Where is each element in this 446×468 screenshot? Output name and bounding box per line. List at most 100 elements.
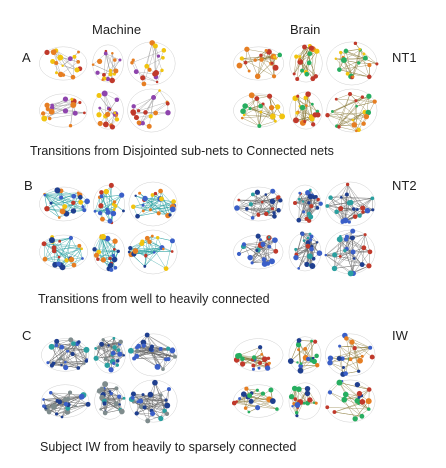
network-node <box>339 196 343 199</box>
network-node <box>77 50 80 54</box>
network-node <box>370 196 375 201</box>
network-node <box>269 113 276 120</box>
network-edge <box>242 117 260 127</box>
network-node <box>113 265 118 270</box>
network-node <box>112 336 116 340</box>
network-edge <box>43 243 71 259</box>
network-edge <box>103 394 120 397</box>
network-node <box>348 92 352 97</box>
network-edge <box>98 237 102 253</box>
network-node <box>309 263 316 269</box>
network-node <box>273 119 277 123</box>
network-node <box>248 202 254 207</box>
network-node <box>111 256 118 263</box>
network-node <box>119 192 125 198</box>
network-edge <box>306 202 310 219</box>
network-edge <box>290 340 312 362</box>
network-node <box>152 379 158 386</box>
network-edge <box>243 239 275 245</box>
network-node <box>116 249 120 254</box>
network-node <box>158 188 163 194</box>
network-node <box>308 45 314 51</box>
network-node <box>44 49 50 56</box>
network-node <box>71 200 76 205</box>
network-node <box>163 266 169 271</box>
network-node <box>105 207 109 212</box>
network-node <box>311 122 316 127</box>
network-edge <box>150 349 158 367</box>
network-edge <box>113 355 124 364</box>
network-node <box>351 207 356 211</box>
head-outline <box>41 384 90 418</box>
network-edge <box>354 100 357 125</box>
network-edge <box>47 346 62 363</box>
network-node <box>50 403 57 410</box>
network-edge <box>96 353 120 359</box>
network-node <box>348 357 353 362</box>
network-edge <box>139 193 159 214</box>
network-node <box>164 398 168 402</box>
network-edge <box>254 359 270 364</box>
row-a-letter: A <box>22 50 31 65</box>
network-node <box>136 400 140 404</box>
network-node <box>276 208 281 213</box>
network-edge <box>60 61 79 75</box>
network-edge <box>131 398 167 401</box>
network-node <box>100 233 107 240</box>
network-node <box>105 76 111 82</box>
coronal-view-2 <box>289 91 323 130</box>
network-node <box>96 112 102 118</box>
network-node <box>70 208 77 214</box>
network-node <box>258 345 263 350</box>
network-node <box>48 108 55 115</box>
network-node <box>264 193 268 196</box>
network-edge <box>298 246 312 269</box>
network-node <box>305 104 308 107</box>
network-node <box>151 95 156 100</box>
network-node <box>298 363 304 369</box>
network-edge <box>336 123 364 127</box>
network-edge <box>339 382 360 398</box>
network-node <box>141 343 146 348</box>
network-node <box>103 357 108 362</box>
network-node <box>141 393 145 397</box>
network-node <box>356 390 363 397</box>
network-edge <box>56 404 89 415</box>
network-edge <box>290 348 306 362</box>
network-node <box>68 124 73 128</box>
network-edge <box>246 208 279 211</box>
network-node <box>131 204 136 209</box>
network-node <box>310 102 314 106</box>
network-node <box>78 393 85 400</box>
head-outline <box>233 186 284 222</box>
network-edge <box>249 108 276 122</box>
network-edge <box>344 335 371 348</box>
network-edge <box>336 111 365 127</box>
network-node <box>153 110 159 116</box>
network-node <box>298 55 302 59</box>
network-node <box>107 344 110 347</box>
network-node <box>273 55 276 59</box>
network-node <box>100 344 103 347</box>
network-node <box>359 262 365 268</box>
network-node <box>101 78 104 81</box>
network-node <box>144 235 150 241</box>
network-node <box>264 211 269 217</box>
network-node <box>146 123 152 129</box>
network-node <box>45 106 50 112</box>
network-edge <box>327 406 369 410</box>
network-node <box>161 55 165 60</box>
network-node <box>253 58 257 62</box>
network-edge <box>245 400 273 409</box>
network-node <box>127 347 134 354</box>
network-node <box>109 267 114 272</box>
network-node <box>144 332 150 338</box>
network-node <box>367 74 372 80</box>
coronal-view-1 <box>93 336 126 374</box>
network-node <box>269 198 276 205</box>
network-edge <box>70 237 83 259</box>
network-edge <box>351 341 371 348</box>
network-node <box>353 41 358 46</box>
network-edge <box>59 241 67 261</box>
network-node <box>234 205 240 211</box>
